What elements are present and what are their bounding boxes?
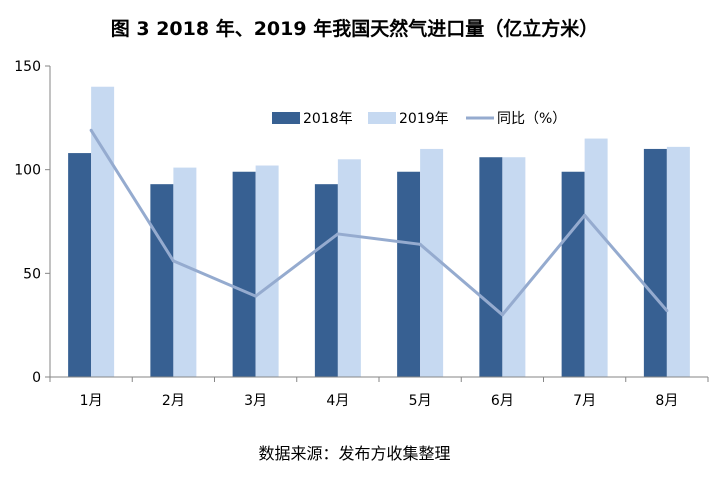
y-tick-label: 0 — [32, 370, 41, 386]
bar-2018年-6月 — [479, 157, 503, 377]
bar-2018年-4月 — [314, 184, 338, 377]
chart-source-note: 数据来源：发布方收集整理 — [258, 444, 451, 463]
x-tick-label: 8月 — [655, 393, 678, 409]
axes: 0 50 100 150 1月 2月 3月 4月 5月 6月 7月 8月 — [14, 59, 709, 409]
y-tick-label: 50 — [23, 266, 41, 282]
bar-2019年-7月 — [584, 138, 608, 377]
legend-swatch-2019年 — [368, 112, 396, 124]
legend-label: 2019年 — [399, 111, 449, 127]
x-tick-label: 2月 — [162, 393, 185, 409]
bar-2018年-7月 — [561, 171, 585, 377]
line-point-7月 — [583, 213, 587, 217]
x-tick-label: 4月 — [326, 393, 349, 409]
plot-area — [68, 86, 690, 377]
legend-label: 同比（%） — [497, 111, 566, 127]
line-point-8月 — [665, 309, 669, 313]
bar-2019年-6月 — [502, 157, 526, 377]
y-tick-label: 150 — [14, 59, 41, 75]
bar-2019年-2月 — [173, 167, 197, 377]
chart-title: 图 3 2018 年、2019 年我国天然气进口量（亿立方米） — [110, 18, 599, 40]
x-tick-label: 6月 — [491, 393, 514, 409]
legend-label: 2018年 — [303, 111, 353, 127]
line-point-3月 — [254, 294, 258, 298]
line-point-4月 — [336, 232, 340, 236]
bar-2019年-8月 — [666, 146, 690, 377]
line-point-5月 — [418, 242, 422, 246]
bar-2019年-3月 — [255, 165, 279, 377]
x-tick-label: 5月 — [409, 393, 432, 409]
x-tick-label: 3月 — [244, 393, 267, 409]
bar-2018年-3月 — [232, 171, 256, 377]
x-tick-label: 1月 — [80, 393, 103, 409]
bar-2018年-5月 — [397, 171, 421, 377]
line-point-1月 — [89, 128, 93, 132]
bar-2019年-1月 — [91, 86, 115, 377]
bar-2018年-2月 — [150, 184, 174, 377]
bar-2019年-4月 — [337, 159, 361, 377]
x-tick-label: 7月 — [573, 393, 596, 409]
y-tick-label: 100 — [14, 163, 41, 179]
line-point-6月 — [500, 313, 504, 317]
bar-2018年-8月 — [643, 148, 667, 377]
line-series-yoy — [89, 129, 669, 317]
legend-swatch-2018年 — [272, 112, 300, 124]
legend: 2018年 2019年 同比（%） — [272, 111, 566, 127]
bar-2019年-5月 — [420, 148, 444, 377]
line-point-2月 — [171, 259, 175, 263]
bar-2018年-1月 — [68, 153, 92, 377]
